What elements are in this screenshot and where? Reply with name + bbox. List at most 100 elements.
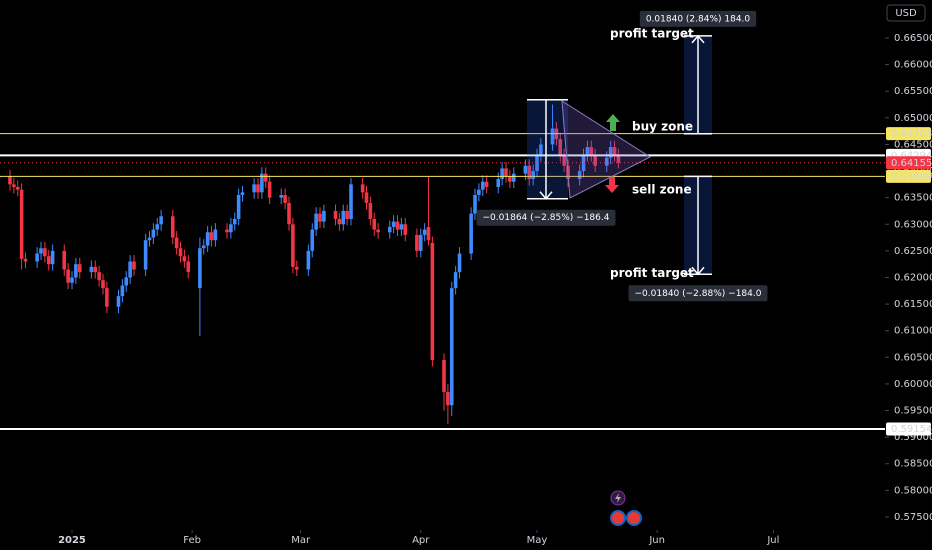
candle-body	[368, 202, 373, 219]
candle-body	[105, 288, 109, 307]
candle-body	[372, 218, 377, 230]
candle-body	[508, 176, 512, 182]
currency-label: USD	[895, 8, 917, 19]
candle-body	[480, 181, 485, 190]
y-tick-label: 0.65500	[894, 86, 932, 97]
price-tag	[886, 127, 931, 141]
candle-body	[422, 229, 427, 235]
candle-body	[306, 250, 311, 270]
candle-body	[159, 216, 163, 225]
candle-body	[120, 285, 125, 297]
candle-body	[256, 184, 260, 193]
candle-body	[484, 181, 489, 188]
candle-body	[287, 202, 291, 225]
y-tick-label: 0.62000	[894, 272, 932, 283]
candle-body	[391, 221, 396, 227]
y-tick-label: 0.58000	[894, 485, 932, 496]
candle-body	[457, 253, 462, 273]
candle-body	[585, 147, 590, 156]
candle-body	[473, 194, 477, 214]
measure-label: 0.01840 (2.84%) 184.0	[646, 14, 751, 24]
candle-body	[19, 189, 24, 259]
candle-body	[349, 184, 353, 219]
price-tag	[886, 422, 931, 436]
candle-body	[62, 250, 67, 270]
candle-body	[562, 155, 566, 166]
candle-body	[341, 210, 346, 225]
candle-body	[225, 229, 229, 233]
candle-body	[333, 210, 338, 219]
candle-body	[178, 248, 183, 257]
candle-body	[430, 242, 435, 360]
y-tick-label: 0.58500	[894, 459, 932, 470]
candle-body	[446, 391, 450, 406]
candle-body	[581, 155, 586, 172]
candle-body	[35, 253, 39, 262]
candle-body	[8, 176, 12, 185]
candle-body	[504, 168, 508, 177]
candle-body	[46, 256, 51, 265]
candle-body	[128, 261, 132, 278]
lightning-icon	[615, 493, 621, 503]
candle-body	[50, 250, 55, 265]
y-tick-label: 0.61500	[894, 299, 932, 310]
candle-body	[201, 245, 206, 249]
candle-body	[496, 179, 501, 188]
plot-layer	[0, 35, 885, 430]
y-tick-label: 0.60000	[894, 379, 932, 390]
candle-body	[550, 128, 555, 145]
price-tag-label: 0.64703	[891, 129, 932, 140]
candle-body	[23, 258, 28, 262]
measure-zone	[527, 99, 568, 199]
candle-body	[291, 224, 295, 267]
candle-body	[364, 192, 369, 203]
candle-body	[360, 184, 365, 193]
y-tick-label: 0.65000	[894, 113, 932, 124]
y-tick-label: 0.60500	[894, 352, 932, 363]
candle-body	[232, 218, 237, 225]
candle-body	[449, 288, 454, 406]
candle-body	[124, 277, 129, 286]
candle-body	[12, 184, 16, 188]
candle-body	[101, 280, 105, 289]
x-tick-label: Jun	[648, 535, 665, 546]
y-tick-label: 0.63000	[894, 219, 932, 230]
candle-body	[77, 264, 82, 273]
candle-body	[523, 165, 528, 174]
candle-body	[186, 261, 191, 273]
flag-icon[interactable]	[626, 510, 642, 526]
candle-body	[593, 155, 597, 166]
candle-body	[132, 261, 136, 270]
candle-body	[39, 248, 43, 254]
price-tag	[886, 169, 931, 183]
candle-body	[477, 189, 481, 195]
measure-label-box	[639, 10, 757, 27]
candle-body	[89, 266, 94, 273]
candle-body	[260, 173, 264, 193]
down-arrow-icon	[605, 177, 619, 193]
x-tick-label: 2025	[58, 535, 86, 546]
up-arrow-icon	[606, 114, 620, 131]
candle-body	[205, 232, 210, 246]
candle-body	[616, 155, 621, 163]
candle-body	[15, 187, 20, 190]
candle-body	[577, 171, 582, 180]
candle-body	[229, 224, 233, 233]
candle-body	[209, 232, 214, 241]
y-tick-label: 0.57500	[894, 512, 932, 523]
price-tag-label: 0.64294	[891, 150, 932, 161]
candle-body	[403, 224, 408, 235]
y-tick-label: 0.59500	[894, 406, 932, 417]
candle-body	[527, 165, 532, 180]
candle-body	[70, 277, 74, 283]
flag-icon[interactable]	[610, 510, 626, 526]
candle-body	[589, 147, 594, 156]
x-tick-label: Jul	[766, 535, 779, 546]
arrow-head	[691, 266, 705, 276]
candle-body	[143, 240, 148, 270]
candle-body	[469, 213, 473, 254]
candle-body	[426, 226, 431, 241]
candle-body	[604, 157, 609, 166]
currency-box[interactable]	[886, 4, 926, 22]
